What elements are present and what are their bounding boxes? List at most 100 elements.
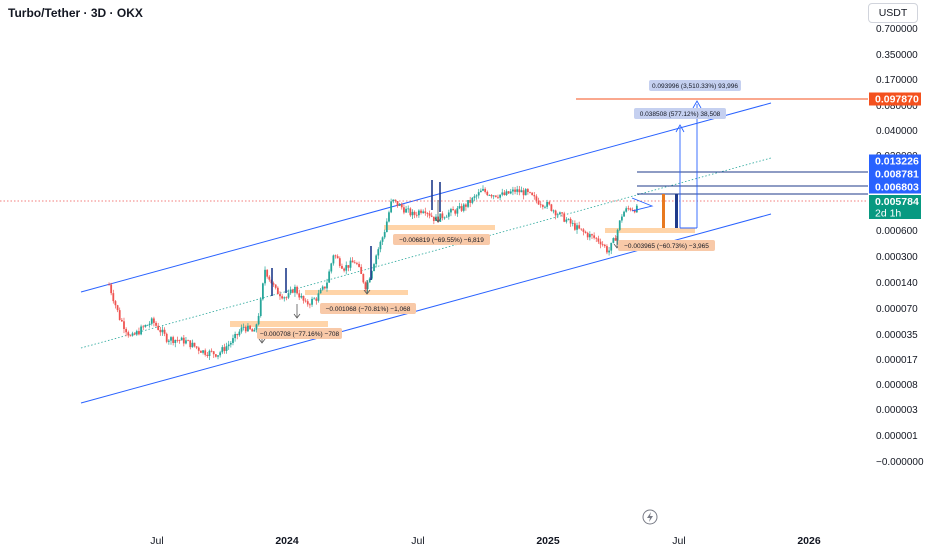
candle-body	[479, 190, 482, 193]
support-zone	[305, 290, 408, 295]
candle-body	[597, 238, 600, 242]
candle-body	[561, 212, 563, 214]
candle-body	[452, 209, 454, 211]
candle-body	[407, 208, 410, 210]
price-tag	[869, 154, 921, 168]
candle-body	[552, 210, 555, 212]
candle-body	[541, 204, 544, 207]
currency-button[interactable]: USDT	[868, 3, 918, 23]
candle-body	[125, 328, 128, 333]
candle-body	[242, 326, 245, 328]
candle-body	[569, 218, 572, 224]
price-tag	[869, 92, 921, 106]
candle-body	[206, 354, 209, 357]
candle-body	[234, 334, 237, 339]
annotation-layer: 0.093996 (3,510.33%) 93,996 0.038508 (577…	[257, 80, 741, 339]
candle-body	[240, 327, 243, 332]
candle-body	[578, 225, 581, 229]
candle-body	[276, 287, 279, 295]
candle-body	[573, 223, 576, 230]
price-tag-text: 0.013226	[875, 156, 919, 168]
candle-body	[388, 212, 390, 222]
candle-body	[544, 206, 546, 208]
candle-body	[430, 215, 433, 217]
candle-body	[490, 195, 493, 197]
time-tick-label: 2025	[536, 535, 560, 547]
candle-body	[403, 207, 405, 213]
candle-body	[304, 300, 307, 302]
candle-body	[458, 206, 461, 209]
candle-body	[616, 229, 619, 241]
candle-body	[599, 241, 602, 245]
candle-body	[356, 263, 358, 265]
candle-body	[411, 211, 414, 216]
candle-body	[556, 214, 559, 216]
candle-body	[257, 315, 260, 325]
candle-body	[482, 188, 484, 191]
candle-body	[507, 191, 510, 194]
arrow-head	[692, 100, 702, 109]
candle-body	[336, 256, 339, 259]
price-tag-text: 0.005784	[875, 196, 919, 208]
candle-body	[150, 318, 153, 324]
time-tick-label: Jul	[672, 535, 685, 547]
annotation-text: −0.006819 (−69.55%) −6,819	[399, 237, 484, 244]
candle-body	[526, 189, 529, 193]
channel-layer	[0, 102, 868, 404]
annotation-label: 0.038508 (577.12%) 38,508	[634, 108, 726, 119]
candle-body	[281, 296, 284, 299]
pennant-shape	[631, 197, 654, 212]
candle-body	[409, 208, 412, 216]
candle-body	[127, 332, 130, 336]
candle-body	[473, 196, 476, 198]
candle-body	[285, 297, 288, 299]
candle-body	[159, 329, 162, 333]
candle-body	[311, 298, 313, 305]
channel-mid-line	[80, 157, 772, 349]
candle-body	[633, 210, 636, 213]
candle-body	[191, 342, 194, 348]
candle-body	[550, 204, 553, 211]
candle-body	[475, 195, 478, 197]
candle-body	[328, 271, 331, 283]
candle-body	[465, 204, 467, 207]
candle-body	[334, 255, 337, 257]
candle-body	[313, 298, 316, 300]
candle-body	[358, 263, 360, 267]
candle-body	[591, 234, 593, 236]
candle-body	[326, 282, 328, 289]
candle-body	[208, 350, 211, 357]
price-tag-text: 0.008781	[875, 169, 919, 181]
annotation-label: 0.093996 (3,510.33%) 93,996	[649, 80, 741, 91]
candle-body	[309, 304, 311, 306]
candle-body	[170, 337, 172, 341]
candle-body	[390, 201, 393, 213]
arrow-head	[258, 338, 266, 344]
candle-body	[341, 265, 343, 269]
candle-body	[306, 301, 309, 305]
zones-layer	[230, 225, 695, 327]
candle-body	[529, 192, 531, 193]
price-axis: 0.700000 0.350000 0.170000 0.080000 0.040000…	[869, 24, 924, 468]
time-tick-label: 2024	[275, 535, 299, 547]
candle-body	[445, 216, 448, 218]
candle-body	[610, 242, 613, 251]
candle-body	[580, 228, 583, 230]
candle-body	[249, 325, 251, 330]
price-tag	[869, 167, 921, 181]
candle-body	[349, 260, 352, 268]
candle-body	[244, 326, 247, 332]
candle-body	[116, 305, 119, 311]
candle-body	[148, 323, 151, 325]
candle-body	[144, 324, 147, 327]
candle-body	[454, 210, 457, 214]
price-tick-label: 0.000008	[876, 380, 918, 391]
candle-body	[413, 211, 416, 215]
candle-body	[302, 295, 305, 301]
candle-body	[343, 268, 345, 271]
candle-body	[548, 201, 551, 205]
candle-body	[571, 223, 574, 225]
candle-body	[456, 208, 459, 214]
time-tick-label: 2026	[797, 535, 821, 547]
